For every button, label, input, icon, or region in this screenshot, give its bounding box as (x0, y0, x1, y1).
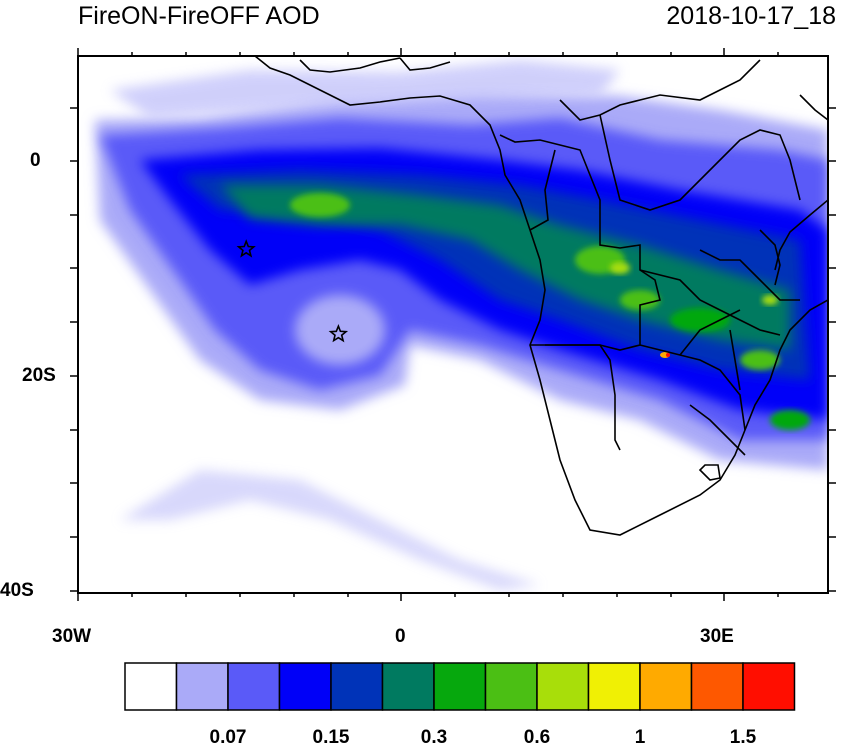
map-frame (77, 55, 829, 594)
colorbar-tick-label: 0.07 (209, 727, 247, 748)
map-datetime: 2018-10-17_18 (666, 2, 836, 30)
star-marker-1 (236, 239, 256, 258)
lon-label-30e: 30E (700, 626, 734, 647)
aod-field (95, 60, 828, 590)
lon-label-0: 0 (395, 626, 406, 647)
colorbar-box (330, 662, 384, 711)
colorbar-box (381, 662, 435, 711)
colorbar-tick-label: 1 (634, 727, 646, 748)
axis-ticks (70, 48, 836, 601)
coastlines (254, 56, 828, 536)
colorbar-tick-label: 0.3 (420, 727, 448, 748)
colorbar-box (639, 662, 693, 711)
colorbar-box (587, 662, 641, 711)
lat-label-20s: 20S (22, 365, 56, 386)
lat-label-0: 0 (30, 150, 41, 171)
colorbar-box (175, 662, 229, 711)
lat-label-40s: 40S (0, 580, 34, 601)
colorbar-box (742, 662, 796, 711)
lon-label-30w: 30W (52, 626, 92, 647)
map-title: FireON-FireOFF AOD (78, 2, 320, 30)
markers (236, 239, 349, 343)
colorbar-box (690, 662, 744, 711)
colorbar-tick-label: 0.15 (312, 727, 350, 748)
colorbar-tick-label: 0.6 (523, 727, 551, 748)
colorbar-box (278, 662, 332, 711)
colorbar-box (124, 662, 178, 711)
colorbar-box (484, 662, 538, 711)
colorbar-box (433, 662, 487, 711)
colorbar-box (536, 662, 590, 711)
colorbar (124, 662, 796, 711)
colorbar-box (227, 662, 281, 711)
colorbar-tick-label: 1.5 (729, 727, 757, 748)
star-marker-2 (328, 324, 349, 343)
